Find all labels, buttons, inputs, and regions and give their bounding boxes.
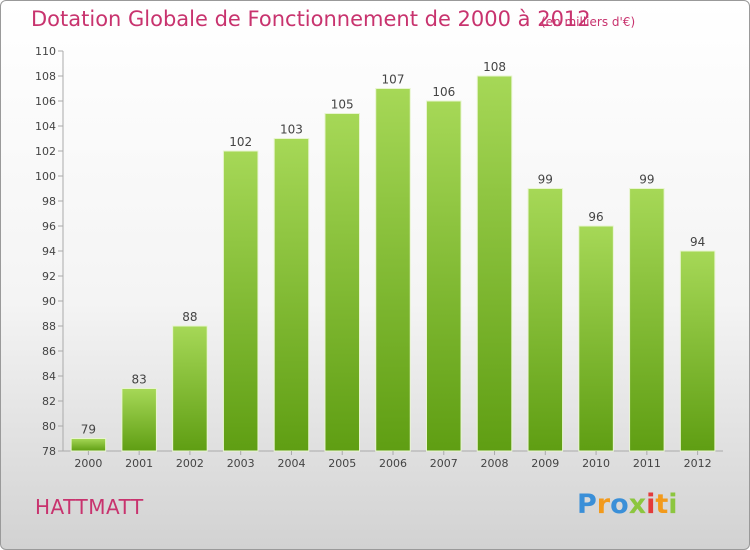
bar-value-label: 106: [432, 85, 455, 99]
logo-letter: r: [596, 489, 611, 520]
y-tick-label: 104: [35, 120, 56, 133]
y-tick-label: 102: [35, 145, 56, 158]
bar-value-label: 79: [81, 423, 96, 437]
x-tick-label: 2004: [277, 457, 305, 470]
x-tick-label: 2003: [227, 457, 255, 470]
bar-value-label: 88: [182, 310, 197, 324]
y-tick-label: 96: [42, 220, 56, 233]
bar: [121, 388, 157, 452]
y-tick-label: 84: [42, 370, 56, 383]
bar: [172, 325, 208, 452]
y-tick-label: 86: [42, 345, 56, 358]
y-tick-label: 100: [35, 170, 56, 183]
bar-value-label: 94: [690, 235, 705, 249]
bar: [222, 150, 259, 452]
y-tick-label: 98: [42, 195, 56, 208]
x-tick-label: 2000: [74, 457, 102, 470]
logo-letter: i: [668, 489, 678, 520]
proxiti-logo: Proxiti: [577, 489, 678, 520]
bar: [70, 438, 107, 452]
bar-value-label: 108: [483, 60, 506, 74]
y-tick-label: 88: [42, 320, 56, 333]
bar-value-label: 107: [382, 73, 405, 87]
x-tick-label: 2009: [531, 457, 559, 470]
bar: [476, 75, 513, 452]
y-tick-label: 80: [42, 420, 56, 433]
x-tick-label: 2001: [125, 457, 153, 470]
bar-value-label: 99: [639, 173, 654, 187]
bar-value-label: 99: [538, 173, 553, 187]
bar: [629, 188, 665, 452]
bar-value-label: 96: [588, 210, 603, 224]
bar-value-label: 103: [280, 123, 303, 137]
y-tick-label: 92: [42, 270, 56, 283]
x-tick-label: 2002: [176, 457, 204, 470]
y-tick-label: 94: [42, 245, 56, 258]
bar-value-label: 102: [229, 135, 252, 149]
bar: [578, 225, 614, 452]
bar: [426, 100, 462, 452]
chart-title: Dotation Globale de Fonctionnement de 20…: [31, 7, 591, 31]
chart-subtitle: (en milliers d'€): [541, 15, 636, 29]
bar: [273, 138, 310, 452]
y-tick-label: 108: [35, 70, 56, 83]
x-tick-label: 2012: [684, 457, 712, 470]
x-tick-label: 2010: [582, 457, 610, 470]
logo-letter: o: [610, 489, 629, 520]
x-tick-label: 2005: [328, 457, 356, 470]
y-tick-label: 106: [35, 95, 56, 108]
x-tick-label: 2011: [633, 457, 661, 470]
logo-letter: t: [655, 489, 669, 520]
y-tick-label: 78: [42, 445, 56, 458]
x-tick-label: 2008: [481, 457, 509, 470]
logo-letter: P: [577, 489, 597, 520]
bar-value-label: 83: [132, 373, 147, 387]
logo-letter: i: [646, 489, 656, 520]
x-tick-label: 2007: [430, 457, 458, 470]
bar-value-label: 105: [331, 98, 354, 112]
x-tick-label: 2006: [379, 457, 407, 470]
place-label: HATTMATT: [35, 495, 144, 519]
logo-letter: x: [628, 489, 647, 520]
bar: [679, 250, 716, 452]
bar: [324, 113, 360, 452]
bar: [527, 188, 564, 452]
y-tick-label: 82: [42, 395, 56, 408]
bar: [375, 88, 411, 452]
y-tick-label: 110: [35, 45, 56, 58]
y-tick-label: 90: [42, 295, 56, 308]
